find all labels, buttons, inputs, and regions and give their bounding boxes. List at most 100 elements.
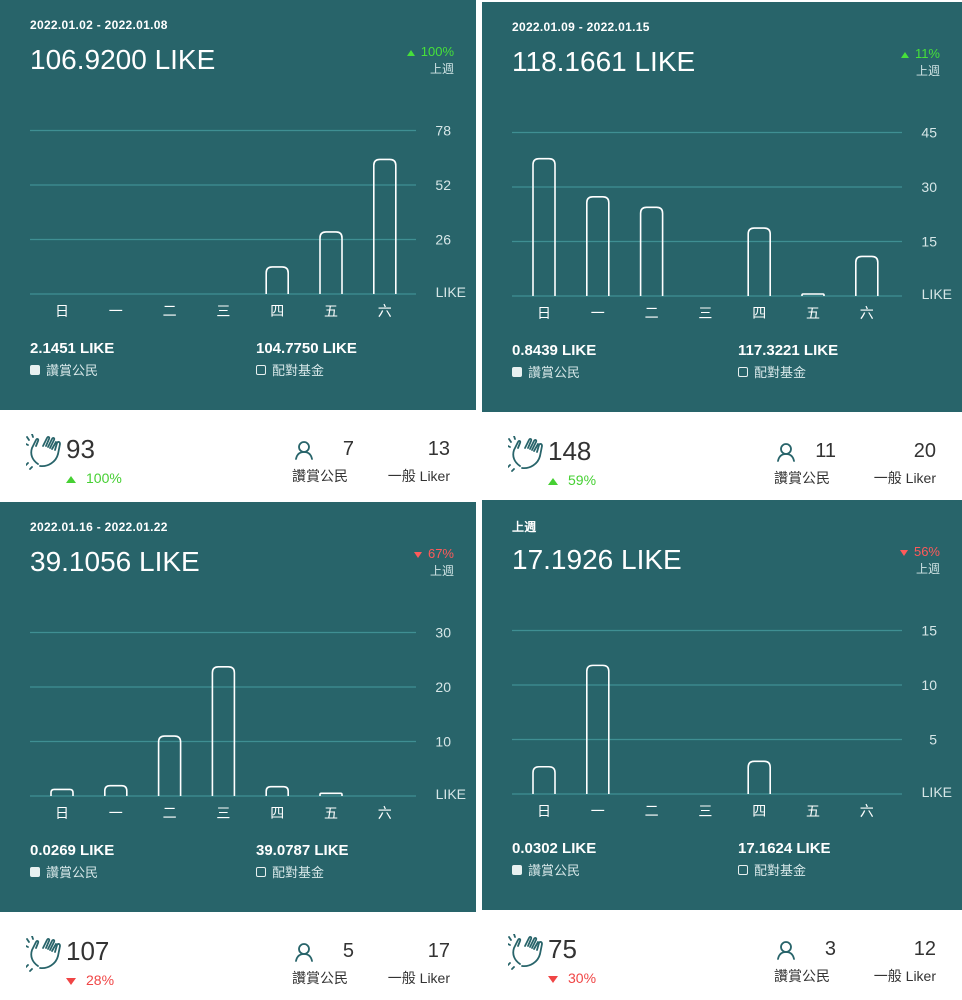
civic-count-label: 讚賞公民 [774,968,830,984]
civic-label: 讚賞公民 [528,365,581,380]
bar-1 [586,196,610,296]
y-unit-label: LIKE [436,284,466,300]
triangle-down-icon [66,977,76,985]
person-icon [294,942,314,967]
fund-label: 配對基金 [754,365,807,380]
week-change-pct: 100% [420,44,454,59]
fund-legend: 配對基金 [738,362,838,381]
date-range: 2022.01.09 - 2022.01.15 [512,20,650,34]
prev-week-label: 上週 [915,562,940,576]
fund-stat: 39.0787 LIKE 配對基金 [256,842,349,881]
supporter-section: 75 30% 3 讚賞公民 12 一般 Liker [482,910,962,1000]
bar-6 [373,158,397,294]
y-tick-label: 20 [435,679,451,695]
clap-icon [507,933,548,975]
bar-4 [747,227,771,296]
total-like: 17.1926 LIKE [512,544,682,575]
person-icon [776,442,796,467]
bar-1 [104,784,128,796]
y-tick-label: 15 [921,623,937,639]
x-tick-label: 四 [270,303,284,319]
liker-count-label: 一般 Liker [387,468,450,484]
x-tick-label: 六 [860,803,874,819]
supporter-section: 148 59% 11 讚賞公民 20 一般 Liker [482,412,962,504]
civic-label: 讚賞公民 [46,865,99,880]
total-like: 118.1661 LIKE [512,46,696,77]
bar-2 [157,735,182,796]
clap-change: 28% [66,972,114,988]
triangle-down-icon [899,549,908,556]
clap-icon [25,935,66,977]
y-tick-label: 26 [435,232,451,248]
civic-count-label: 讚賞公民 [292,970,348,986]
bar-4 [265,266,289,294]
civic-amount: 0.0269 LIKE [30,842,115,859]
y-unit-label: LIKE [436,786,466,802]
y-tick-label: 10 [435,734,451,750]
x-tick-label: 四 [270,805,284,821]
filled-square-icon [512,366,522,377]
x-tick-label: 日 [55,303,69,319]
y-unit-label: LIKE [922,784,952,800]
civic-stat: 0.8439 LIKE 讚賞公民 [512,342,596,381]
y-tick-label: 15 [921,234,937,250]
summary-section: 上週 17.1926 LIKE 56% 上週 15 10 5 LIKE 日 一 二 三 四 五 六 0.030… [482,500,962,910]
civic-stat: 0.0269 LIKE 讚賞公民 [30,842,114,881]
fund-amount: 17.1624 LIKE [738,840,831,857]
triangle-up-icon [900,51,909,58]
clap-change: 30% [548,970,596,986]
summary-section: 2022.01.02 - 2022.01.08 106.9200 LIKE 100%… [0,0,476,410]
liker-count: 13 [427,438,450,460]
week-change: 56% 上週 [899,544,940,577]
bar-5 [319,231,343,294]
liker-count: 17 [427,940,450,962]
x-tick-label: 二 [163,805,177,821]
fund-label: 配對基金 [272,363,325,378]
clap-icon [507,435,548,477]
civic-count: 11 [815,440,836,462]
bar-5 [801,293,825,296]
x-tick-label: 日 [55,805,69,821]
x-tick-label: 六 [378,805,392,821]
civic-count: 7 [342,438,354,460]
bar-1 [586,664,610,794]
fund-legend: 配對基金 [256,862,349,881]
x-tick-label: 五 [806,803,820,819]
clap-change-pct: 100% [86,470,122,486]
week-change-pct: 67% [427,546,454,561]
bar-3 [211,666,236,796]
y-tick-label: 10 [921,677,937,693]
y-unit-label: LIKE [922,286,952,302]
civic-label: 讚賞公民 [46,363,99,378]
x-tick-label: 三 [698,305,712,321]
prev-week-label: 上週 [915,64,940,78]
clap-change-pct: 28% [86,972,115,988]
date-range: 上週 [512,520,537,534]
week-change-row: 56% [899,544,940,559]
civic-amount: 0.8439 LIKE [512,342,597,359]
clap-icon [25,433,66,475]
liker-count: 20 [913,440,936,462]
x-tick-label: 日 [537,803,551,819]
filled-square-icon [30,866,40,877]
bar-0 [532,157,556,296]
filled-square-icon [512,864,522,875]
daily-bar-chart: 15 10 5 LIKE 日 一 二 三 四 五 六 [512,623,952,819]
weekly-panel-2: 2022.01.16 - 2022.01.22 39.1056 LIKE 67% 上週… [0,502,476,1000]
x-tick-label: 一 [109,805,123,821]
x-tick-label: 五 [324,303,338,319]
bar-4 [747,760,771,794]
triangle-up-icon [548,477,558,485]
x-tick-label: 二 [645,803,659,819]
x-tick-label: 一 [109,303,123,319]
x-tick-label: 一 [591,803,605,819]
hollow-square-icon [738,864,748,875]
x-tick-label: 六 [860,305,874,321]
hollow-square-icon [738,366,748,377]
total-like: 39.1056 LIKE [30,546,200,577]
bar-0 [50,788,74,796]
clap-change-pct: 30% [568,970,597,986]
fund-amount: 117.3221 LIKE [738,342,839,359]
x-tick-label: 四 [752,305,766,321]
supporter-section: 107 28% 5 讚賞公民 17 一般 Liker [0,912,476,1000]
